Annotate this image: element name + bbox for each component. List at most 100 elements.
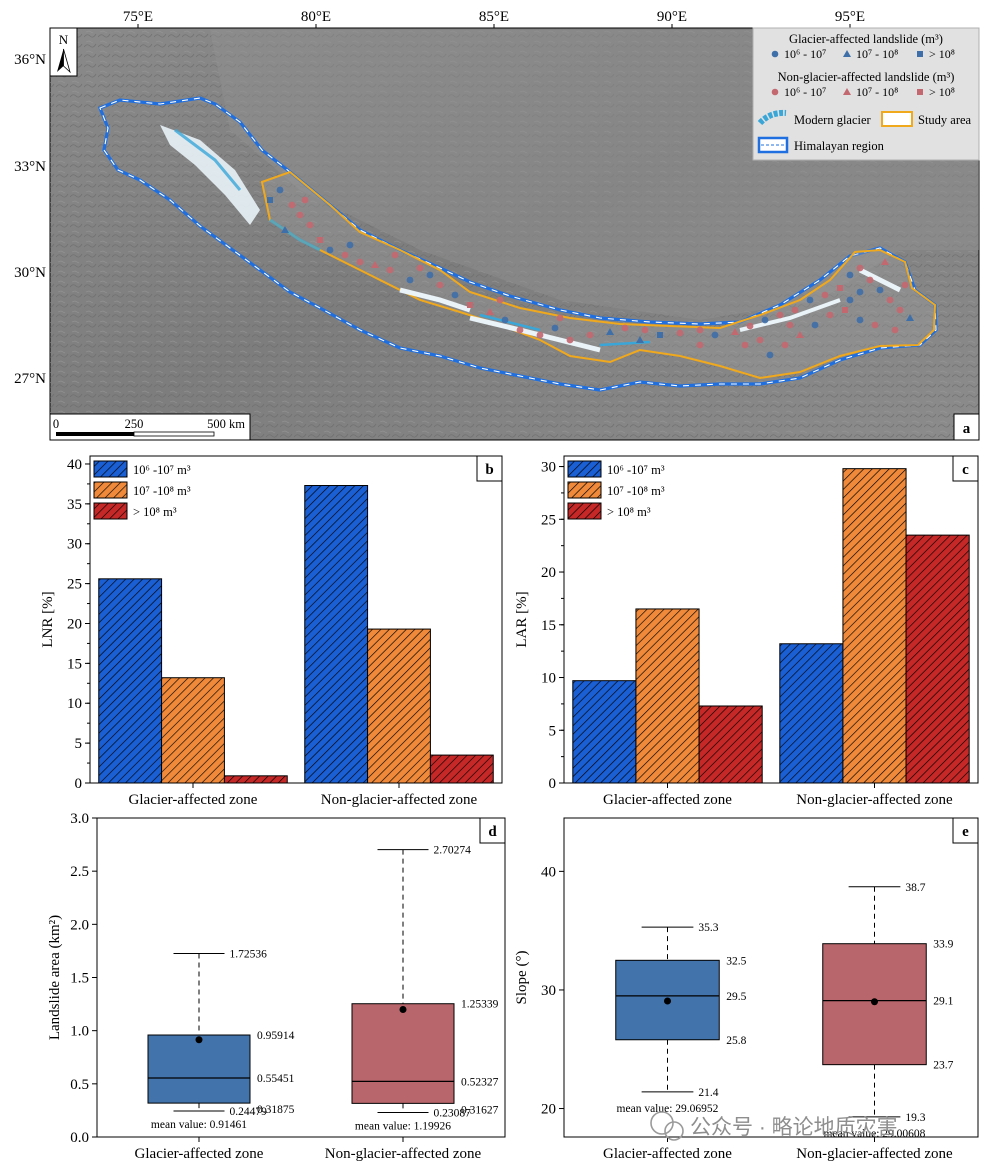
- y-tick-label: 20: [541, 565, 556, 581]
- scale-label: 0: [53, 417, 59, 431]
- bar-hatch: [367, 629, 431, 783]
- y-tick-label: 20: [67, 616, 82, 632]
- landslide-marker: [317, 237, 323, 243]
- legend-swatch-hatch: [568, 461, 601, 477]
- landslide-marker: [696, 326, 704, 334]
- max-label: 1.72536: [230, 949, 268, 961]
- mean-value-label: mean value: 29.00608: [824, 1128, 926, 1140]
- landslide-marker: [856, 288, 864, 296]
- y-tick-label: 30: [541, 460, 556, 476]
- landslide-marker: [501, 316, 509, 324]
- chart-panel-c: 0 5 10 15 20 25 30 LAR [%] Glacier-affected zone…: [514, 455, 979, 808]
- q3-label: 32.5: [726, 955, 746, 967]
- box: [147, 1034, 251, 1104]
- x-tick-label: Glacier-affected zone: [603, 792, 732, 808]
- scale-label: 250: [125, 417, 144, 431]
- scale-label: 500 km: [207, 417, 245, 431]
- y-tick-label: 30: [67, 537, 82, 553]
- landslide-marker: [741, 341, 749, 349]
- landslide-marker: [288, 201, 296, 209]
- landslide-marker: [296, 211, 304, 219]
- landslide-marker: [467, 302, 473, 308]
- legend-swatch-hatch: [94, 503, 127, 519]
- lat-tick: 30°N: [14, 265, 46, 281]
- lon-tick: 95°E: [835, 9, 865, 25]
- landslide-marker: [896, 306, 904, 314]
- landslide-marker: [341, 251, 349, 259]
- legend-swatch-hatch: [568, 482, 601, 498]
- landslide-marker: [606, 328, 614, 335]
- landslide-marker: [406, 276, 414, 284]
- watermark-text: 公众号 · 略论地质灾害: [690, 1116, 898, 1139]
- legend-glacier-title: Glacier-affected landslide (m³): [789, 32, 943, 46]
- legend-swatch-hatch: [94, 461, 127, 477]
- max-label: 2.70274: [434, 845, 472, 857]
- landslide-marker: [842, 307, 848, 313]
- landslide-marker: [436, 281, 444, 289]
- legend-label: > 10⁸ m³: [607, 505, 651, 519]
- landslide-marker: [326, 246, 334, 254]
- landslide-marker: [536, 331, 544, 339]
- landslide-marker: [856, 264, 864, 272]
- watermark: 公众号 · 略论地质灾害: [650, 1111, 898, 1141]
- landslide-marker: [711, 331, 719, 339]
- mean-point: [195, 1036, 203, 1044]
- panel-label-a: a: [963, 421, 971, 437]
- mean-point: [664, 997, 671, 1005]
- q3-label: 1.25339: [461, 999, 499, 1011]
- landslide-markers: [267, 186, 914, 359]
- legend-himalayan-region: Himalayan region: [794, 139, 885, 153]
- y-tick-label: 1.0: [70, 1024, 89, 1040]
- landslide-marker: [516, 326, 524, 334]
- legend-swatch-hatch: [94, 482, 127, 498]
- map-lat-ticks: 36°N 33°N 30°N 27°N: [14, 52, 46, 387]
- bar-hatch: [224, 775, 288, 783]
- landslide-marker: [826, 311, 834, 319]
- panel-label-box: [479, 817, 506, 844]
- landslide-marker: [696, 341, 704, 349]
- x-tick-label: Glacier-affected zone: [129, 792, 258, 808]
- panel-label-box: [952, 455, 979, 482]
- landslide-marker: [301, 196, 309, 204]
- landslide-marker: [386, 266, 394, 274]
- min-label: 19.3: [905, 1112, 925, 1124]
- map-legend: Glacier-affected landslide (m³) 10⁶ - 10…: [752, 27, 980, 161]
- landslide-marker: [676, 329, 684, 337]
- landslide-marker: [416, 264, 424, 272]
- q1-label: 23.7: [933, 1060, 953, 1072]
- landslide-marker: [791, 306, 799, 314]
- y-tick-label: 40: [67, 457, 82, 473]
- mean-value-label: mean value: 29.06952: [617, 1103, 719, 1115]
- bar-hatch: [699, 705, 763, 783]
- y-tick-label: 0: [549, 776, 557, 792]
- landslide-marker: [731, 328, 739, 335]
- x-tick-label: Non-glacier-affected zone: [321, 792, 478, 808]
- y-tick-label: 2.0: [70, 917, 89, 933]
- landslide-marker: [371, 261, 379, 268]
- mean-point: [871, 998, 878, 1006]
- mean-value-label: mean value: 1.19926: [355, 1120, 451, 1132]
- y-tick-label: 5: [75, 736, 83, 752]
- y-tick-label: 25: [67, 577, 82, 593]
- panel-label-box: [476, 455, 503, 482]
- bar-hatch: [572, 680, 636, 783]
- legend-nonglacier-title: Non-glacier-affected landslide (m³): [778, 70, 955, 84]
- landslide-marker: [796, 331, 804, 338]
- mean-point: [399, 1005, 407, 1013]
- landslide-marker: [856, 316, 864, 324]
- landslide-marker: [876, 286, 884, 294]
- mean-value-label: mean value: 0.91461: [151, 1119, 247, 1131]
- chart-panel-d: 0.0 0.5 1.0 1.5 2.0 2.5 3.0 Landslide area (km²…: [47, 811, 506, 1162]
- landslide-marker: [281, 226, 289, 233]
- legend-label: > 10⁸ m³: [133, 505, 177, 519]
- y-tick-label: 1.5: [70, 971, 89, 987]
- y-axis-label: LAR [%]: [514, 591, 530, 647]
- lat-tick: 36°N: [14, 52, 46, 68]
- scale-bar: 0 250 500 km: [49, 413, 251, 441]
- panel-label: c: [962, 462, 969, 478]
- legend-label: 10⁶ -10⁷ m³: [607, 463, 665, 477]
- min-label: 21.4: [698, 1087, 718, 1099]
- panel-label: d: [488, 824, 497, 840]
- y-tick-label: 15: [67, 656, 82, 672]
